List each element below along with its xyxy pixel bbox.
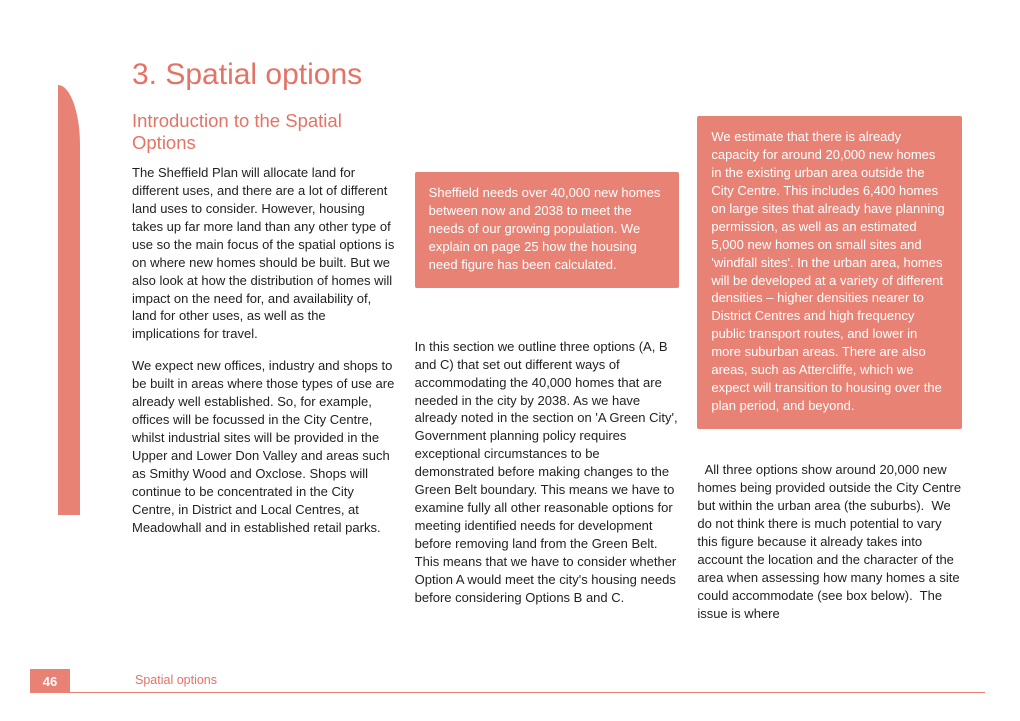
body-paragraph: We expect new offices, industry and shop… [132,357,397,536]
column-2: Sheffield needs over 40,000 new homes be… [415,58,680,658]
body-paragraph: The Sheffield Plan will allocate land fo… [132,164,397,343]
callout-box: We estimate that there is already capaci… [697,116,962,429]
column-1: 3. Spatial options Introduction to the S… [132,58,397,658]
spacer [415,58,680,172]
footer-rule [70,692,985,693]
chapter-title: 3. Spatial options [132,58,397,92]
page-footer: 46 Spatial options [0,665,1020,693]
callout-box: Sheffield needs over 40,000 new homes be… [415,172,680,288]
spacer [415,304,680,338]
spacer [697,58,962,116]
spacer [697,445,962,461]
page-number: 46 [30,669,70,693]
footer-section-label: Spatial options [135,673,217,687]
content-area: 3. Spatial options Introduction to the S… [132,58,962,658]
document-page: 3. Spatial options Introduction to the S… [0,0,1020,721]
section-title: Introduction to the Spatial Options [132,110,397,154]
column-3: We estimate that there is already capaci… [697,58,962,658]
body-paragraph: All three options show around 20,000 new… [697,461,962,622]
body-paragraph: In this section we outline three options… [415,338,680,607]
left-margin-decoration [58,85,80,515]
